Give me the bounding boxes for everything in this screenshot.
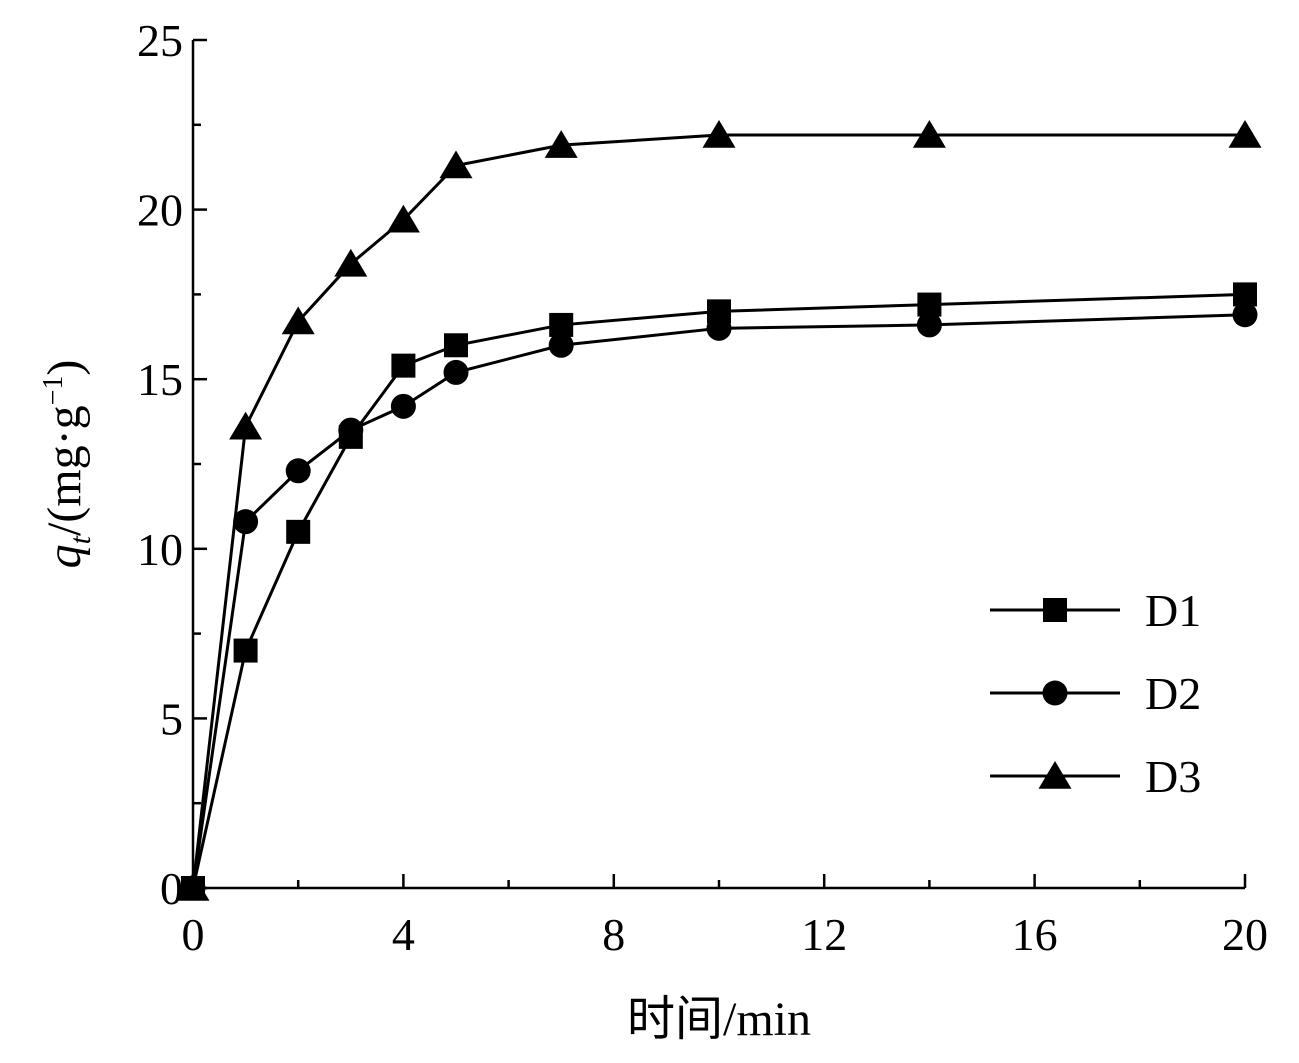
ticks: 0 4 8 12 16 20 0 5 10 15 20 25 — [137, 15, 1268, 960]
y-axis-title-rest: /(mg·g — [38, 405, 91, 536]
x-tick-label: 8 — [602, 909, 625, 960]
y-tick-label: 25 — [137, 15, 183, 66]
data-point-d3 — [912, 119, 946, 148]
data-point-d3 — [334, 248, 368, 277]
series-d3 — [176, 119, 1262, 901]
x-tick-label: 16 — [1012, 909, 1058, 960]
x-axis-title: 时间/min — [627, 993, 811, 1046]
data-point-d3 — [386, 204, 420, 233]
data-point-d2 — [233, 509, 259, 535]
data-point-d3 — [281, 306, 315, 335]
series-line-d1 — [191, 292, 1246, 889]
data-point-d2 — [443, 359, 469, 385]
data-point-d3 — [544, 130, 578, 158]
series-d1 — [181, 282, 1257, 900]
data-point-d2 — [706, 315, 732, 341]
x-tick-label: 4 — [392, 909, 415, 960]
y-tick-label: 15 — [137, 354, 183, 405]
data-point-d3 — [176, 873, 210, 901]
legend-label: D3 — [1145, 751, 1201, 802]
y-tick-label: 20 — [137, 185, 183, 236]
y-tick-label: 0 — [160, 863, 183, 914]
data-point-d3 — [702, 119, 736, 148]
data-point-d2 — [338, 417, 364, 443]
y-tick-label: 10 — [137, 524, 183, 575]
legend-label: D1 — [1145, 585, 1201, 636]
legend-item-d3: D3 — [990, 751, 1201, 802]
data-point-d1 — [233, 638, 258, 663]
data-point-d2 — [548, 332, 574, 358]
series-layer — [176, 119, 1262, 901]
y-axis-title: qt/(mg·g−1) — [38, 360, 97, 569]
data-point-d1 — [391, 353, 416, 378]
y-axis-title-sup: −1 — [38, 376, 69, 406]
legend-marker — [1038, 761, 1072, 789]
legend-label: D2 — [1145, 668, 1201, 719]
y-axis-title-sub: t — [64, 535, 97, 544]
series-d2 — [180, 302, 1258, 901]
data-point-d2 — [390, 393, 416, 419]
legend-marker — [1042, 680, 1068, 706]
legend-item-d2: D2 — [990, 668, 1201, 719]
data-point-d2 — [1232, 302, 1258, 328]
x-tick-label: 20 — [1222, 909, 1268, 960]
legend-item-d1: D1 — [990, 585, 1201, 636]
axes — [191, 40, 1245, 890]
data-point-d3 — [1228, 119, 1262, 148]
y-axis-title-q: q — [38, 544, 91, 568]
data-point-d1 — [286, 519, 311, 544]
x-tick-label: 12 — [801, 909, 847, 960]
data-point-d2 — [916, 312, 942, 338]
series-line-d3 — [191, 133, 1245, 889]
x-tick-label: 0 — [182, 909, 205, 960]
data-point-d2 — [285, 458, 311, 484]
y-tick-label: 5 — [160, 693, 183, 744]
series-line-d2 — [191, 313, 1246, 889]
data-point-d3 — [229, 411, 263, 440]
y-axis-title-close: ) — [38, 360, 91, 376]
legend-marker — [1043, 598, 1067, 622]
data-point-d1 — [444, 333, 468, 358]
data-point-d3 — [439, 150, 473, 179]
legend: D1 D2 D3 — [990, 585, 1201, 802]
